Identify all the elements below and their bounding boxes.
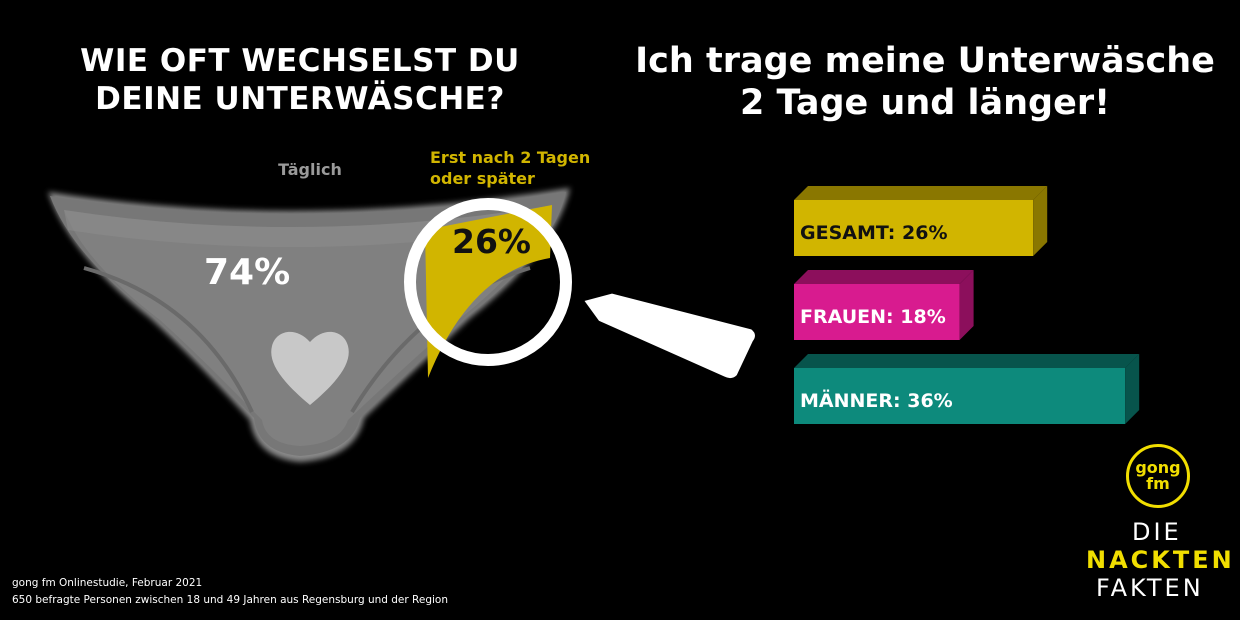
- left-title-line-1: WIE OFT WECHSELST DU: [80, 43, 520, 79]
- bar-top-gesamt: [794, 186, 1048, 200]
- gong-fm-logo-line-1: gong: [1135, 458, 1181, 477]
- heart-icon: [271, 331, 349, 405]
- right-title-line-1: Ich trage meine Unterwäsche: [635, 41, 1215, 81]
- bar-label-frauen: FRAUEN: 18%: [800, 306, 946, 328]
- underwear-leg-left: [83, 266, 254, 413]
- left-title-line-2: DEINE UNTERWÄSCHE?: [95, 81, 505, 117]
- bar-label-gesamt: GESAMT: 26%: [800, 222, 948, 244]
- logo-nackten: NACKTEN: [1086, 546, 1235, 574]
- gong-fm-logo: gong fm: [1126, 444, 1190, 508]
- pct-later: 26%: [452, 222, 531, 261]
- left-title: WIE OFT WECHSELST DU DEINE UNTERWÄSCHE?: [40, 42, 560, 118]
- label-later-line-1: Erst nach 2 Tagen: [430, 148, 591, 167]
- magnifier-handle-icon: [579, 290, 759, 382]
- label-later-line-2: oder später: [430, 169, 535, 188]
- gong-fm-logo-line-2: fm: [1146, 474, 1170, 493]
- label-later: Erst nach 2 Tagen oder später: [430, 147, 590, 189]
- right-title-line-2: 2 Tage und länger!: [739, 83, 1111, 123]
- pie-slice-later: [425, 205, 552, 378]
- source-line-2: 650 befragte Personen zwischen 18 und 49…: [12, 594, 448, 606]
- bar-side-frauen: [959, 270, 974, 340]
- bar-side-gesamt: [1033, 186, 1048, 256]
- bar-label-mnner: MÄNNER: 36%: [800, 390, 953, 412]
- pct-daily: 74%: [204, 252, 291, 293]
- die-nackten-fakten-logo: DIE NACKTEN FAKTEN: [1086, 518, 1235, 602]
- right-title: Ich trage meine Unterwäsche 2 Tage und l…: [610, 40, 1240, 124]
- magnifier-ring-icon: [404, 198, 572, 366]
- bar-side-mnner: [1125, 354, 1140, 424]
- bar-mnner: [794, 368, 1126, 424]
- label-daily: Täglich: [278, 160, 342, 179]
- source-line-1: gong fm Onlinestudie, Februar 2021: [12, 577, 203, 589]
- bar-gesamt: [794, 200, 1034, 256]
- bar-frauen: [794, 284, 960, 340]
- logo-fakten: FAKTEN: [1096, 574, 1204, 602]
- bar-top-frauen: [794, 270, 974, 284]
- bar-top-mnner: [794, 354, 1140, 368]
- logo-die: DIE: [1132, 518, 1182, 546]
